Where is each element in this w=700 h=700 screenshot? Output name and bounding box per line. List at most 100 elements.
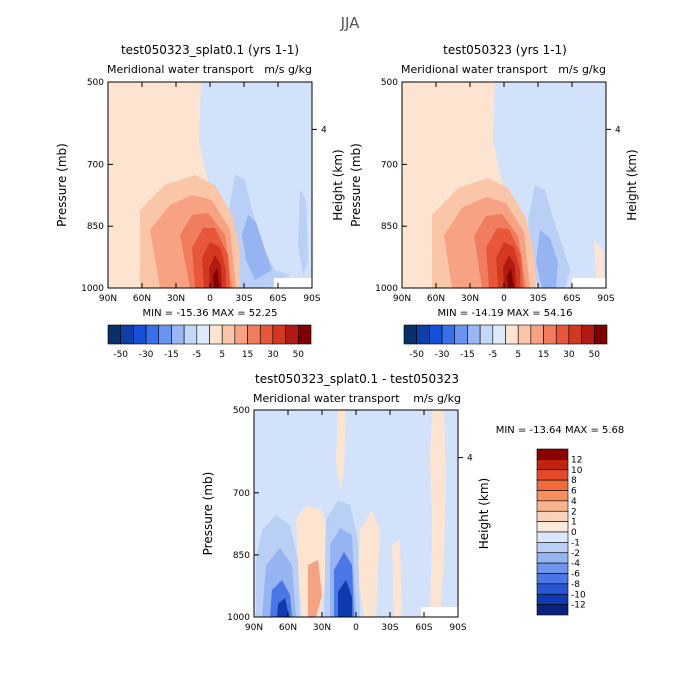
- colorbar-diff-swatch: [536, 542, 569, 554]
- stats-labels: MIN = -15.36 MAX = 52.25 MIN = -14.19 MA…: [143, 308, 625, 436]
- panel-a-ytick-label: 700: [87, 160, 104, 170]
- colorbar-diff-swatch: [536, 593, 569, 605]
- panel-b-ytick-label: 700: [381, 160, 398, 170]
- panel-b-ylabel: Pressure (mb): [349, 143, 363, 227]
- colorbar-diff-swatch: [536, 521, 569, 533]
- colorbar-a-swatch: [259, 324, 274, 345]
- panel-b-height-tick-label: 4: [615, 125, 621, 135]
- colorbar-diff-label: -2: [571, 549, 580, 559]
- colorbar-b-swatch: [467, 324, 481, 345]
- colorbar-b-swatch: [441, 324, 456, 345]
- colorbar-a-swatch: [196, 324, 210, 345]
- panel-c-ytick-label: 700: [233, 489, 250, 499]
- colorbar-a-swatch: [209, 324, 223, 345]
- panel-c: test050323_splat0.1 - test050323 Meridio…: [253, 372, 461, 618]
- colorbar-a-label: -50: [113, 350, 128, 360]
- axes-layer: 90N 60N 30N 0 30S 60S 90S5007008501000Pressure…: [55, 78, 639, 633]
- panel-a-subtitle: Meridional water transport: [107, 63, 254, 76]
- panel-c-ytick-label: 500: [233, 406, 250, 416]
- colorbar-a-swatch: [158, 324, 172, 345]
- colorbar-diff-swatch: [536, 448, 569, 460]
- panel-b-units: m/s g/kg: [558, 63, 606, 76]
- streak-pos5: [430, 410, 446, 617]
- panel-a-ytick-label: 500: [87, 78, 104, 88]
- masked-region: [572, 278, 606, 288]
- panel-b-ytick-label: 850: [381, 222, 398, 232]
- streak-pos1: [336, 410, 346, 490]
- panel-a-ylabel: Pressure (mb): [55, 143, 69, 227]
- colorbar-diff-label: -12: [571, 601, 586, 611]
- masked-region: [421, 607, 458, 617]
- panel-c-xtick-label: 30N: [313, 623, 331, 633]
- colorbar-diff-label: -4: [571, 559, 580, 569]
- colorbar-b-swatch: [505, 324, 519, 345]
- panel-b-xtick-label: 60S: [563, 294, 580, 304]
- contour-neg3: [298, 190, 308, 275]
- colorbars: -50 -30 -15 -5 5 15 30 50 -50 -30 -15 -5 5 15 30 501210…: [107, 324, 608, 616]
- colorbar-a-swatch: [247, 324, 261, 345]
- colorbar-b-label: 50: [589, 350, 601, 360]
- colorbar-a-swatch: [285, 324, 299, 345]
- colorbar-diff-label: -8: [571, 580, 580, 590]
- colorbar-a-swatch: [272, 324, 286, 345]
- panel-a-xtick-label: 30N: [167, 294, 185, 304]
- colorbar-b-swatch: [454, 324, 468, 345]
- panel-c-xtick-label: 60S: [415, 623, 432, 633]
- panel-b-right-axis-label: Height (km): [625, 149, 639, 220]
- panel-a-right-axis-label: Height (km): [331, 149, 345, 220]
- panel-b-xtick-label: 90N: [393, 294, 411, 304]
- colorbar-diff-label: 4: [571, 497, 577, 507]
- colorbar-diff-label: 12: [571, 455, 582, 465]
- colorbar-diff-swatch: [536, 583, 569, 595]
- colorbar-b-label: -50: [409, 350, 424, 360]
- colorbar-diff-label: -6: [571, 570, 580, 580]
- colorbar-diff-label: -10: [571, 590, 586, 600]
- colorbar-diff-swatch: [536, 459, 569, 471]
- colorbar-b-label: -30: [435, 350, 450, 360]
- colorbar-b-label: -15: [460, 350, 475, 360]
- panel-c-ylabel: Pressure (mb): [201, 472, 215, 556]
- panel-c-units: m/s g/kg: [413, 392, 461, 405]
- colorbar-a-label: 50: [293, 350, 305, 360]
- colorbar-b-swatch: [581, 324, 595, 345]
- colorbar-diff-swatch: [536, 510, 569, 522]
- colorbar-a-label: -15: [164, 350, 179, 360]
- panel-a-xtick-label: 90S: [303, 294, 320, 304]
- colorbar-b-label: 5: [515, 350, 521, 360]
- panel-a-xtick-label: 0: [207, 294, 213, 304]
- panel-c-field: [254, 410, 458, 617]
- colorbar-a-label: 15: [242, 350, 253, 360]
- panel-b-xtick-label: 30N: [461, 294, 479, 304]
- neg4-central: [338, 580, 352, 617]
- panel-b-xtick-label: 30S: [529, 294, 546, 304]
- pos-core: [308, 560, 322, 617]
- colorbar-diff-swatch: [536, 604, 569, 616]
- colorbar-b-swatch: [543, 324, 557, 345]
- panel-c-right-axis-label: Height (km): [477, 478, 491, 549]
- colorbar-a-label: 5: [219, 350, 225, 360]
- panel-c-xtick-label: 90S: [449, 623, 466, 633]
- colorbar-diff-swatch: [536, 531, 569, 543]
- colorbar-b-swatch: [479, 324, 494, 345]
- panel-b-xtick-label: 0: [501, 294, 507, 304]
- panel-c-stats: MIN = -13.64 MAX = 5.68: [496, 425, 625, 436]
- panel-a-xtick-label: 60N: [133, 294, 151, 304]
- colorbar-b-label: 30: [563, 350, 575, 360]
- colorbar-diff-label: 6: [571, 487, 577, 497]
- panel-a-units: m/s g/kg: [264, 63, 312, 76]
- colorbar-diff-swatch: [536, 469, 569, 481]
- colorbar-a-swatch: [107, 324, 121, 345]
- panel-c-ytick-label: 1000: [227, 613, 250, 623]
- colorbar-b-label: 15: [538, 350, 549, 360]
- colorbar-a-label: -30: [139, 350, 154, 360]
- colorbar-a-swatch: [298, 324, 312, 345]
- colorbar-a-swatch: [171, 324, 185, 345]
- contour-neg1: [228, 175, 290, 288]
- contour-neg2: [242, 215, 272, 280]
- colorbar-diff-swatch: [536, 490, 569, 502]
- panel-b-xtick-label: 60N: [427, 294, 445, 304]
- colorbar-diff-swatch: [536, 562, 569, 574]
- streak-pos4: [392, 540, 402, 617]
- colorbar-b-swatch: [530, 324, 544, 345]
- panel-a-field: [108, 82, 312, 288]
